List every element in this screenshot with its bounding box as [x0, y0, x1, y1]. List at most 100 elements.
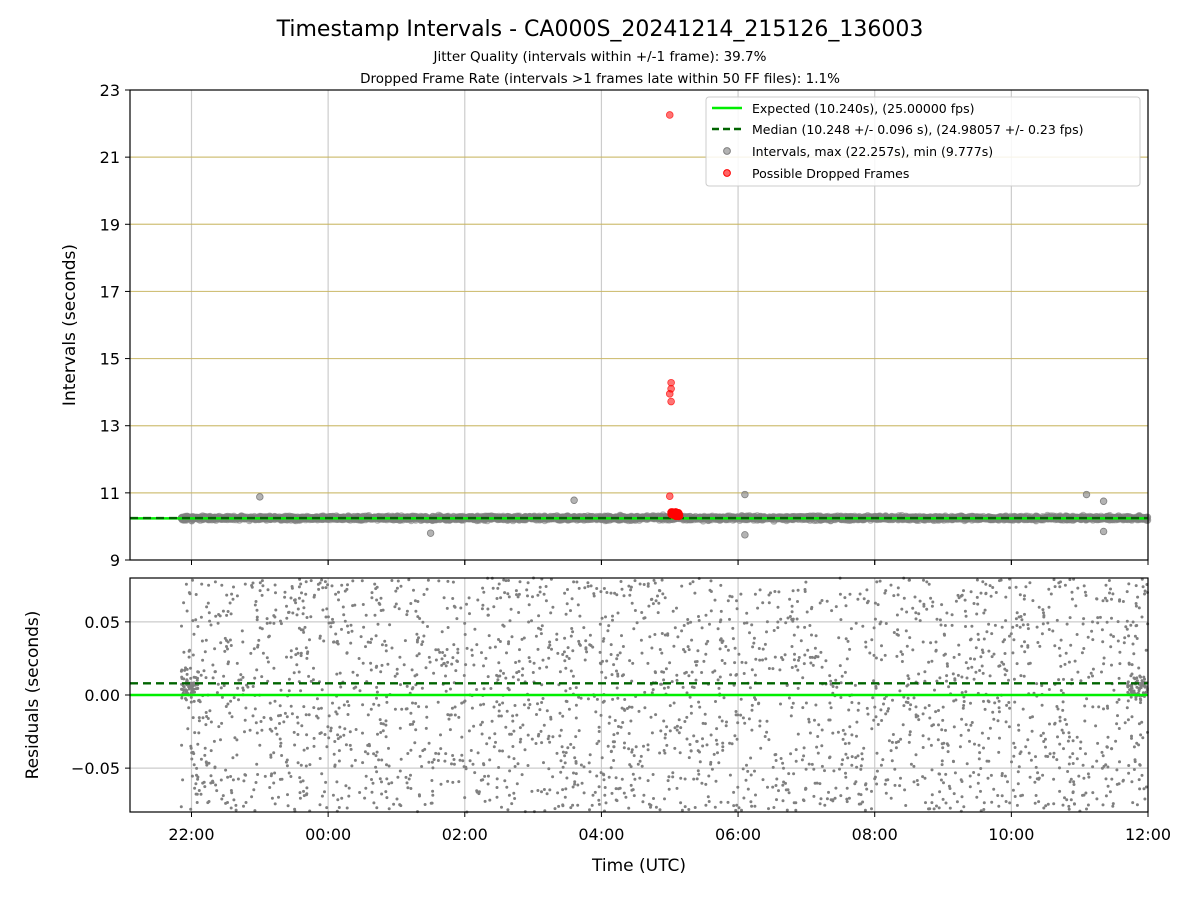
residual-point: [1030, 729, 1034, 733]
residual-point: [1059, 664, 1063, 668]
residual-point: [253, 707, 257, 711]
residual-point: [421, 620, 425, 624]
residual-point: [883, 653, 887, 657]
residual-point: [782, 766, 785, 770]
residual-point: [850, 733, 854, 737]
residual-point: [1134, 602, 1138, 605]
residual-point: [489, 687, 493, 690]
residual-point: [297, 670, 301, 674]
residual-point: [759, 746, 763, 750]
residual-point: [595, 697, 599, 701]
chart-subtitle-dropped: Dropped Frame Rate (intervals >1 frames …: [360, 71, 840, 87]
residual-point: [375, 585, 379, 589]
residual-point: [234, 808, 238, 812]
residual-point: [962, 700, 966, 703]
residual-point: [463, 796, 467, 800]
residual-point: [286, 793, 289, 797]
residual-point: [213, 580, 217, 584]
intervals-ytick-label-5: 19: [100, 215, 120, 234]
residual-point: [235, 753, 239, 757]
residual-point: [430, 760, 434, 764]
residual-point: [496, 678, 500, 682]
residual-point: [380, 780, 383, 784]
residual-point: [1065, 798, 1069, 802]
residual-point: [864, 640, 868, 644]
residual-point: [460, 735, 464, 739]
residual-point: [333, 740, 337, 743]
residual-point: [707, 774, 711, 778]
residual-point: [1007, 678, 1010, 682]
residual-point: [229, 775, 233, 778]
residual-point: [318, 757, 322, 760]
residual-point: [1021, 707, 1025, 711]
residual-point: [728, 773, 732, 777]
residual-point: [289, 649, 293, 653]
residual-point: [1109, 587, 1112, 591]
residual-point: [687, 648, 691, 652]
residual-point: [204, 676, 208, 680]
residual-point: [383, 639, 387, 643]
residual-point: [893, 767, 897, 771]
residual-point: [564, 787, 568, 791]
residual-point: [872, 626, 876, 630]
residual-point: [316, 582, 320, 586]
residual-point: [1086, 772, 1090, 776]
residual-point: [189, 666, 192, 670]
residual-point: [787, 791, 791, 795]
residual-point: [1118, 650, 1122, 654]
intervals-ylabel: Intervals (seconds): [60, 244, 80, 406]
residual-point: [938, 790, 942, 794]
residual-point: [1103, 596, 1107, 600]
residual-point: [612, 745, 616, 749]
residual-point: [604, 801, 608, 805]
residual-point: [792, 633, 796, 637]
residual-point: [872, 679, 876, 683]
residual-point: [588, 633, 592, 637]
residual-point: [359, 635, 363, 639]
residual-point: [563, 659, 567, 663]
residual-point: [1067, 660, 1071, 664]
residual-point: [880, 719, 884, 722]
residual-point: [399, 757, 403, 761]
residual-point: [758, 724, 762, 728]
residual-point: [616, 696, 620, 700]
residual-point: [1056, 735, 1059, 739]
residual-point: [331, 793, 335, 797]
residual-point: [194, 792, 198, 796]
residual-point: [613, 719, 617, 722]
residual-point: [538, 590, 542, 594]
residual-point: [709, 579, 713, 583]
residual-point: [721, 745, 725, 749]
residual-point: [369, 668, 373, 672]
residual-point: [343, 727, 347, 731]
residual-point: [1011, 651, 1015, 655]
residual-point: [908, 733, 912, 737]
residual-point: [278, 737, 282, 741]
residual-point: [360, 579, 364, 583]
residual-point: [366, 752, 370, 756]
residual-point: [620, 587, 624, 591]
residual-point: [409, 773, 412, 777]
residual-point: [1017, 728, 1021, 732]
residual-point: [868, 651, 872, 655]
residual-point: [799, 639, 803, 643]
residual-point: [185, 609, 189, 613]
residual-point: [666, 685, 670, 689]
residual-point: [863, 808, 867, 812]
residual-point: [425, 705, 428, 709]
residual-point: [308, 638, 311, 642]
intervals-ytick-label-2: 13: [100, 417, 120, 436]
residual-point: [199, 615, 203, 619]
residual-point: [206, 717, 210, 720]
residual-point: [750, 623, 754, 627]
residual-point: [549, 715, 553, 719]
residual-point: [1127, 582, 1131, 586]
residual-point: [1062, 747, 1065, 751]
residual-point: [421, 640, 425, 644]
residual-point: [750, 703, 754, 707]
residual-point: [511, 719, 515, 723]
residual-point: [470, 706, 474, 710]
residual-point: [1068, 616, 1072, 620]
residual-point: [839, 696, 843, 699]
residual-point: [273, 802, 277, 806]
